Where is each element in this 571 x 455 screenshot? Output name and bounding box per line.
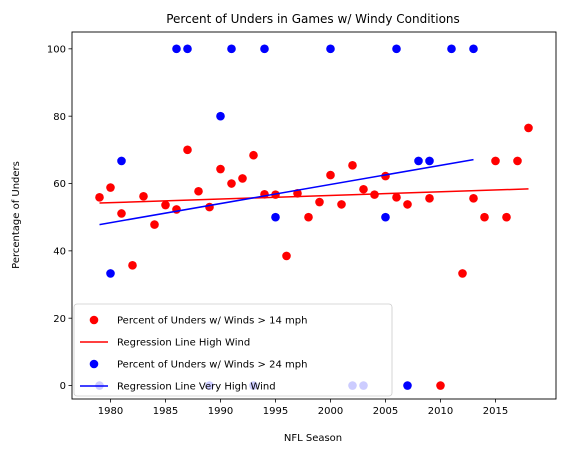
data-point-s2-16 [403,381,412,390]
data-point-s0-36 [513,157,522,166]
x-tick-label-1995: 1995 [263,406,288,417]
data-point-s0-29 [425,194,434,203]
data-point-s0-1 [106,183,115,192]
data-point-s0-31 [458,269,467,278]
data-point-s2-14 [381,213,390,222]
legend-label-2: Percent of Unders w/ Winds > 24 mph [117,360,307,371]
data-point-s2-15 [392,45,401,54]
data-point-s2-18 [425,157,434,166]
y-tick-label-100: 100 [47,44,66,55]
x-tick-label-1980: 1980 [98,406,123,417]
y-axis-title: Percentage of Unders [11,161,22,269]
data-point-s0-4 [139,192,148,201]
x-tick-label-2005: 2005 [373,406,398,417]
legend-swatch-2 [90,360,99,369]
legend-swatch-0 [90,316,99,325]
x-tick-label-2000: 2000 [318,406,343,417]
data-point-s0-20 [315,198,324,207]
legend: Percent of Unders w/ Winds > 14 mph Regre… [74,304,392,396]
data-point-s0-10 [205,203,214,212]
data-point-s2-4 [183,45,192,54]
data-point-s2-7 [227,45,236,54]
data-point-s0-34 [491,157,500,166]
data-point-s0-32 [469,194,478,203]
x-tick-label-1985: 1985 [153,406,178,417]
data-point-s0-17 [282,252,291,261]
x-tick-label-1990: 1990 [208,406,233,417]
regression-line-1 [100,189,529,203]
data-point-s0-28 [403,200,412,209]
y-tick-label-20: 20 [53,314,66,325]
data-point-s0-35 [502,213,511,222]
data-point-s2-1 [106,269,115,278]
data-point-s2-6 [216,112,225,121]
data-point-s0-9 [194,187,203,196]
x-tick-label-2010: 2010 [428,406,453,417]
y-tick-label-40: 40 [53,246,66,257]
data-point-s2-10 [271,213,280,222]
legend-label-3: Regression Line Very High Wind [117,382,276,393]
data-point-s0-33 [480,213,489,222]
data-point-s2-19 [447,45,456,54]
data-point-s0-0 [95,193,104,202]
x-tick-label-2015: 2015 [483,406,508,417]
data-point-s0-2 [117,209,126,218]
legend-label-0: Percent of Unders w/ Winds > 14 mph [117,316,307,327]
data-point-s0-30 [436,381,445,390]
chart-title: Percent of Unders in Games w/ Windy Cond… [166,12,460,26]
data-point-s0-11 [216,165,225,174]
y-tick-label-80: 80 [53,112,66,123]
data-point-s0-37 [524,124,533,133]
data-point-s0-3 [128,261,137,270]
data-point-s0-19 [304,213,313,222]
data-point-s0-14 [249,151,258,160]
data-point-s2-3 [172,45,181,54]
data-point-s0-12 [227,179,236,188]
data-point-s0-21 [326,171,335,180]
data-point-s0-27 [392,193,401,202]
data-point-s2-17 [414,157,423,166]
x-axis-title: NFL Season [284,433,342,444]
data-point-s0-13 [238,174,247,183]
data-point-s0-6 [161,201,170,210]
data-point-s0-8 [183,146,192,155]
data-point-s0-5 [150,220,159,229]
y-tick-label-0: 0 [60,381,66,392]
data-point-s2-9 [260,45,269,54]
data-point-s0-24 [359,185,368,194]
data-point-s2-2 [117,157,126,166]
y-tick-label-60: 60 [53,179,66,190]
legend-label-1: Regression Line High Wind [117,338,250,349]
data-point-s0-22 [337,200,346,209]
data-point-s2-20 [469,45,478,54]
data-point-s2-11 [326,45,335,54]
data-point-s0-23 [348,161,357,170]
